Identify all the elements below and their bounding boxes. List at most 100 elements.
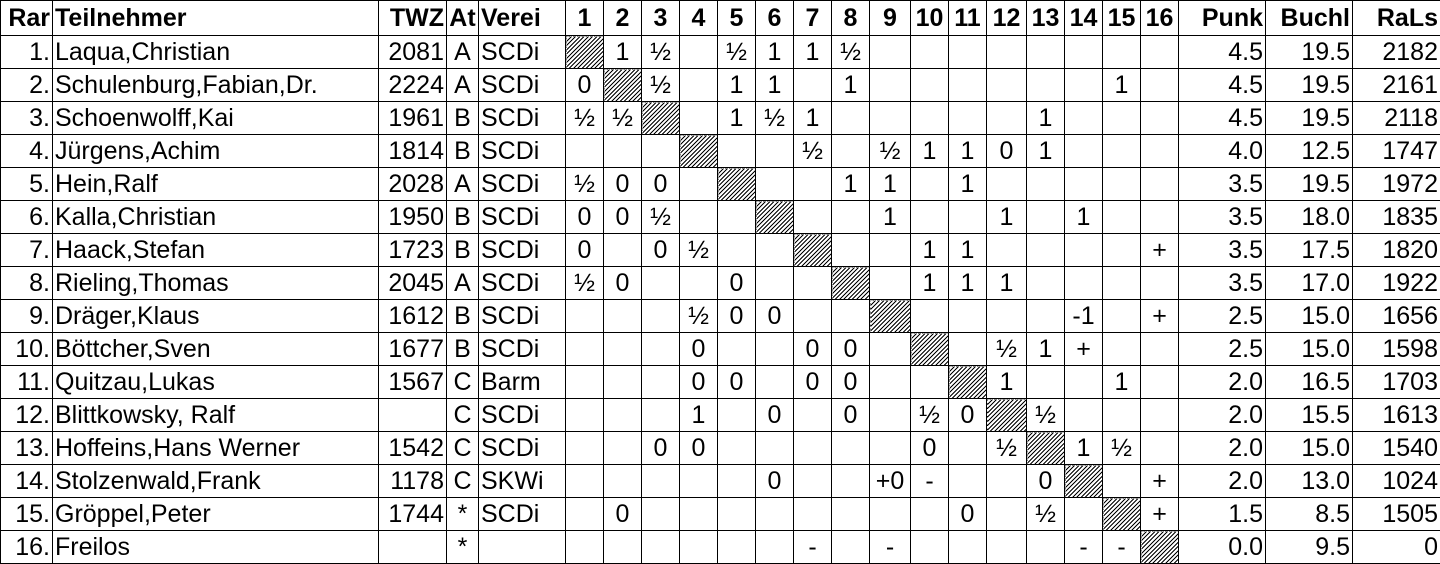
cell: 4.0	[1178, 134, 1266, 168]
cell: 0	[1352, 530, 1440, 564]
cell: 4.5	[1178, 68, 1266, 102]
cell: 1	[603, 35, 642, 69]
cell	[717, 134, 756, 168]
cell	[1026, 200, 1065, 234]
header-cell: 5	[717, 0, 756, 36]
cell: 14.	[0, 464, 53, 498]
cell	[831, 497, 870, 531]
cell	[679, 68, 718, 102]
cell: +	[1064, 332, 1103, 366]
cell	[986, 233, 1027, 267]
cell	[1102, 398, 1141, 432]
cell	[910, 299, 949, 333]
cell: 1	[1026, 134, 1065, 168]
cell: -	[793, 530, 832, 564]
cell	[1064, 365, 1103, 399]
cell: Dräger,Klaus	[52, 299, 379, 333]
cell	[793, 431, 832, 465]
cell	[793, 200, 832, 234]
cell: 0	[641, 167, 680, 201]
cell: 1656	[1352, 299, 1440, 333]
cell	[831, 299, 870, 333]
cell	[986, 101, 1027, 135]
player-row: 14. Stolzenwald,Frank 1178 C SKWi 0 +0- 0 +2.0 13…	[0, 464, 1440, 498]
cell: 0	[679, 332, 718, 366]
cell: 1747	[1352, 134, 1440, 168]
cell	[948, 101, 987, 135]
player-row: 5. Hein,Ralf 2028 A SCDi ½ 0 0 1 1 1 3.5 19.5 1972	[0, 167, 1440, 201]
cell	[910, 68, 949, 102]
cell	[603, 233, 642, 267]
cell	[869, 431, 911, 465]
cell: 18.0	[1265, 200, 1353, 234]
cell: 1814	[378, 134, 447, 168]
cell	[679, 101, 718, 135]
player-row: 6. Kalla,Christian 1950 B SCDi 0 0 ½ 1 1 1 3.5 18.0 1…	[0, 200, 1440, 234]
cell	[565, 134, 604, 168]
cell	[641, 332, 680, 366]
cell	[565, 365, 604, 399]
cell	[1102, 134, 1141, 168]
cell: 1	[948, 134, 987, 168]
header-cell: 6	[755, 0, 794, 36]
cell: 0	[755, 398, 794, 432]
cell: 1	[948, 266, 987, 300]
cell	[565, 464, 604, 498]
cell: 15.0	[1265, 299, 1353, 333]
cell: 4.	[0, 134, 53, 168]
cell: ½	[1026, 398, 1065, 432]
cell	[755, 530, 794, 564]
cell: C	[446, 398, 479, 432]
cell: 6.	[0, 200, 53, 234]
cell	[641, 266, 680, 300]
cell: 0	[603, 167, 642, 201]
cell: 0	[565, 233, 604, 267]
cell: 1	[1026, 101, 1065, 135]
player-row: 4. Jürgens,Achim 1814 B SCDi ½ ½ 1 1 0 1 4.0 12.5 174…	[0, 134, 1440, 168]
cell: SCDi	[478, 398, 566, 432]
cell: ½	[717, 35, 756, 69]
cell: 11.	[0, 365, 53, 399]
cell: Hein,Ralf	[52, 167, 379, 201]
player-row: 8. Rieling,Thomas 2045 A SCDi ½ 0 0 1 1 1 3.5 17.0 19…	[0, 266, 1440, 300]
cell: 2.0	[1178, 365, 1266, 399]
cell	[831, 464, 870, 498]
cell	[565, 530, 604, 564]
cell	[831, 200, 870, 234]
cell: C	[446, 431, 479, 465]
cell	[1064, 233, 1103, 267]
cell	[1026, 266, 1065, 300]
cell	[1140, 266, 1179, 300]
cell: 1922	[1352, 266, 1440, 300]
cell: 19.5	[1265, 101, 1353, 135]
cell	[948, 431, 987, 465]
cell: +	[1140, 233, 1179, 267]
cell: ½	[1102, 431, 1141, 465]
cell: 4.5	[1178, 101, 1266, 135]
cell: 0	[948, 497, 987, 531]
cell	[717, 332, 756, 366]
cell	[910, 497, 949, 531]
cell: 0	[603, 200, 642, 234]
header-cell: 15	[1102, 0, 1141, 36]
header-cell: Teilnehmer	[52, 0, 379, 36]
cell: A	[446, 266, 479, 300]
cell: 8.	[0, 266, 53, 300]
cell	[948, 35, 987, 69]
cell: 19.5	[1265, 35, 1353, 69]
header-cell: TWZ	[378, 0, 447, 36]
cell	[986, 35, 1027, 69]
cell	[565, 332, 604, 366]
cell: SCDi	[478, 299, 566, 333]
cell: A	[446, 35, 479, 69]
cell: 1835	[1352, 200, 1440, 234]
cell	[869, 68, 911, 102]
cell: 0	[641, 431, 680, 465]
cell: ½	[910, 398, 949, 432]
cell: 0	[986, 134, 1027, 168]
cell	[869, 398, 911, 432]
cell	[1064, 134, 1103, 168]
cell	[1064, 167, 1103, 201]
cell	[679, 134, 718, 168]
